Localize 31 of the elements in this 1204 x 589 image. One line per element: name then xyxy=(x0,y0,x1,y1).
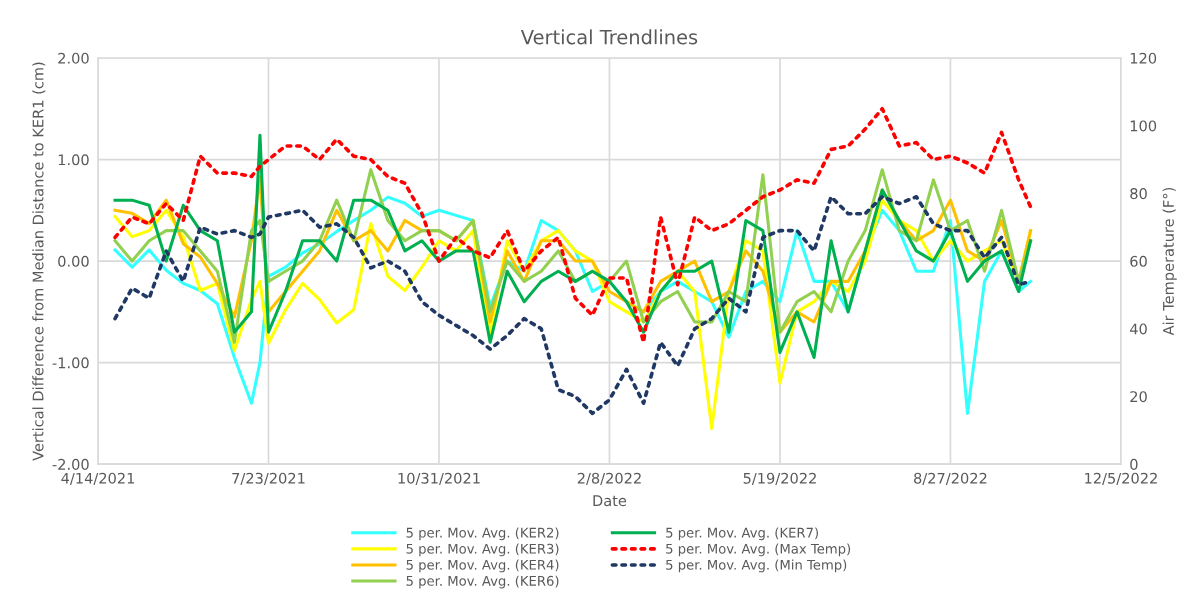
x-tick-label: 12/5/2022 xyxy=(1085,472,1157,485)
y2-tick-label: 20 xyxy=(1130,391,1147,403)
x-tick-label: 10/31/2021 xyxy=(398,472,480,485)
y-tick-label: 1.00 xyxy=(58,154,89,166)
x-tick-label: 8/27/2022 xyxy=(914,472,987,485)
y-tick-label: 0.00 xyxy=(58,255,89,267)
y2-tick-label: 120 xyxy=(1130,52,1157,64)
legend-label: 5 per. Mov. Avg. (KER4) xyxy=(406,559,559,573)
x-tick-label: 4/14/2021 xyxy=(61,472,135,485)
legend-label: 5 per. Mov. Avg. (KER2) xyxy=(406,527,559,541)
legend-label: 5 per. Mov. Avg. (KER6) xyxy=(406,575,559,589)
y2-tick-label: 0 xyxy=(1130,458,1138,470)
x-axis-title: Date xyxy=(593,495,627,507)
legend-label: 5 per. Mov. Avg. (Max Temp) xyxy=(666,543,851,557)
y2-axis-title: Air Temperature (F°) xyxy=(1162,187,1177,336)
y2-tick-label: 100 xyxy=(1130,120,1157,132)
y2-tick-label: 60 xyxy=(1130,255,1147,267)
y-tick-label: 2.00 xyxy=(58,52,89,64)
y-tick-label: -1.00 xyxy=(52,357,89,369)
y-axis-title: Vertical Difference from Median Distance to KER1 (cm) xyxy=(32,62,46,461)
y-tick-label: -2.00 xyxy=(52,458,89,470)
x-tick-label: 5/19/2022 xyxy=(743,472,816,485)
y2-tick-label: 40 xyxy=(1129,323,1147,335)
legend-label: 5 per. Mov. Avg. (KER3) xyxy=(406,543,559,557)
x-tick-label: 2/8/2022 xyxy=(577,472,641,485)
x-tick-label: 7/23/2021 xyxy=(232,472,305,485)
y2-tick-label: 80 xyxy=(1130,188,1147,200)
line-series xyxy=(113,133,1033,360)
chart-title: Vertical Trendlines xyxy=(520,29,698,45)
legend-label: 5 per. Mov. Avg. (KER7) xyxy=(666,527,818,541)
legend-label: 5 per. Mov. Avg. (Min Temp) xyxy=(666,559,847,573)
